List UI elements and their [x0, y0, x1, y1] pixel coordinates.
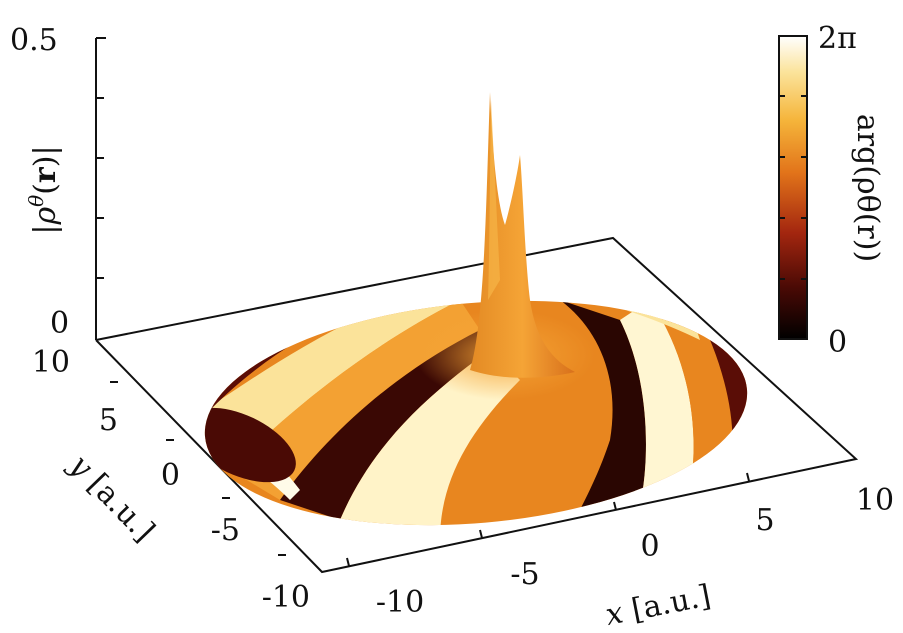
- phase-band: [650, 300, 733, 490]
- colorbar-max-label: 2π: [818, 21, 857, 56]
- peak-main: [470, 92, 575, 378]
- y-tick-label: 10: [32, 345, 70, 380]
- surface-disk: [195, 279, 757, 540]
- y-tick-label: -5: [211, 513, 240, 548]
- y-tick-label: -10: [262, 580, 310, 615]
- z-tick-label: 0.5: [10, 23, 58, 58]
- x-tick-label: 5: [755, 503, 774, 538]
- x-tick-label: -10: [376, 585, 424, 620]
- floor-outline: [95, 236, 859, 574]
- y-ticks: [110, 381, 286, 556]
- z-ticks: [96, 37, 106, 279]
- phase-band: [620, 300, 694, 505]
- x-tick-label: 0: [640, 529, 659, 564]
- x-tick-label: 10: [856, 483, 894, 518]
- phase-band: [340, 350, 520, 540]
- x-tick-label: -5: [510, 557, 539, 592]
- peak-highlight: [488, 100, 500, 300]
- colorbar: 2π 0 arg(ρθ(r)): [778, 21, 885, 360]
- z-axis-label: |ρθ(r)|: [24, 145, 63, 234]
- x-axis-label: x [a.u.]: [603, 578, 714, 633]
- colorbar-min-label: 0: [828, 325, 847, 360]
- colorbar-swatch: [778, 35, 808, 340]
- y-tick-label: 0: [161, 458, 180, 493]
- axis-frame: [95, 38, 859, 574]
- surface-peaks: [470, 92, 575, 378]
- y-axis-label: y [a.u.]: [61, 447, 161, 549]
- colorbar-label: arg(ρθ(r)): [850, 114, 885, 262]
- z-tick-label: 0: [50, 306, 69, 341]
- y-tick-label: 5: [99, 403, 118, 438]
- x-ticks: [346, 472, 750, 567]
- phase-band: [560, 300, 646, 510]
